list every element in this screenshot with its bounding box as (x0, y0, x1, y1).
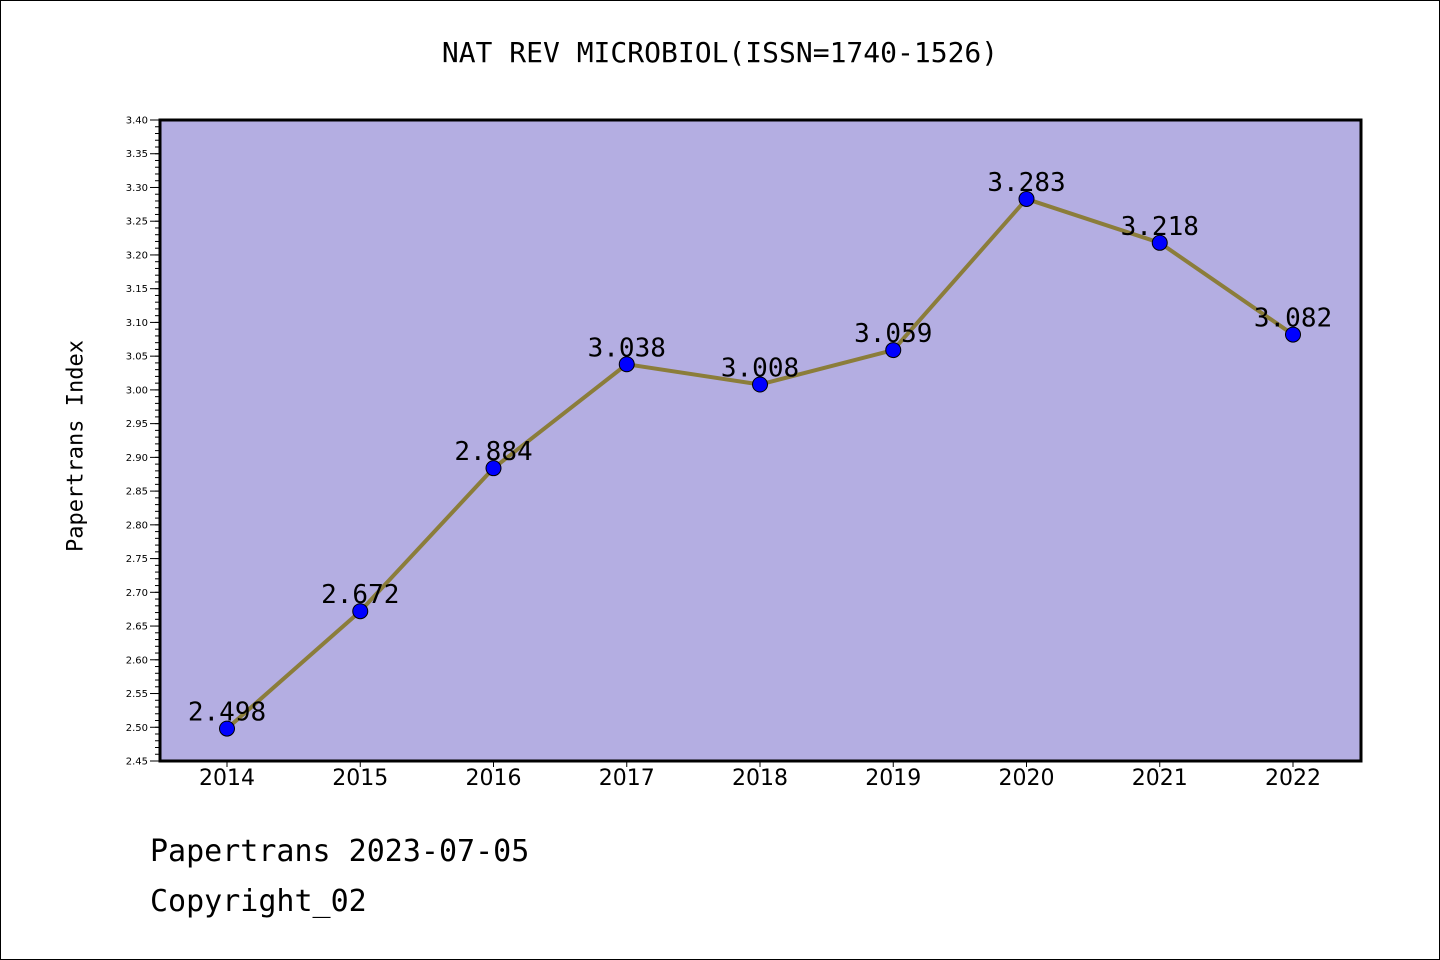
data-label: 3.008 (721, 353, 799, 383)
y-tick-label: 2.90 (126, 453, 148, 464)
data-point (752, 376, 768, 393)
data-label: 2.498 (188, 698, 266, 728)
data-point (885, 342, 902, 359)
plot-border (158, 118, 1363, 763)
y-tick-label: 3.35 (126, 149, 148, 160)
y-tick-label: 2.55 (126, 689, 148, 700)
chart-title: NAT REV MICROBIOL(ISSN=1740-1526) (441, 36, 999, 69)
y-tick-label: 3.20 (126, 250, 148, 261)
y-tick-label: 3.05 (126, 352, 148, 363)
x-tick-label: 2017 (599, 766, 655, 791)
x-tick-label: 2022 (1265, 766, 1321, 791)
y-tick-label: 3.15 (126, 284, 148, 295)
y-tick-label: 3.40 (126, 116, 148, 127)
data-label: 3.059 (854, 319, 932, 349)
data-point (618, 356, 635, 373)
footer-copyright: Copyright_02 (150, 884, 367, 919)
y-tick-label: 3.10 (126, 318, 148, 329)
y-tick-label: 2.50 (126, 723, 148, 734)
y-tick-label: 2.45 (126, 757, 148, 768)
footer-date: Papertrans 2023-07-05 (150, 834, 530, 869)
data-point (352, 603, 369, 620)
x-tick-label: 2020 (999, 766, 1055, 791)
x-tick-label: 2018 (732, 766, 788, 791)
y-tick-label: 2.75 (126, 554, 148, 565)
data-label: 3.082 (1254, 304, 1332, 334)
data-point (1018, 190, 1035, 207)
data-point (1285, 326, 1301, 343)
x-tick-label: 2014 (199, 766, 255, 791)
x-tick-label: 2021 (1132, 766, 1188, 791)
y-tick-label: 2.65 (126, 622, 148, 633)
data-point (219, 720, 235, 737)
data-label: 2.672 (321, 580, 399, 610)
data-label: 2.884 (454, 437, 532, 467)
y-tick-label: 2.95 (126, 419, 148, 430)
y-tick-label: 2.80 (126, 520, 148, 531)
y-tick-label: 3.30 (126, 183, 148, 194)
data-label: 3.218 (1121, 212, 1199, 242)
y-tick-label: 3.25 (126, 217, 148, 228)
y-tick-label: 2.85 (126, 487, 148, 498)
y-tick-label: 2.60 (126, 655, 148, 666)
x-tick-label: 2019 (865, 766, 921, 791)
data-label: 3.038 (588, 333, 666, 363)
data-point (1151, 234, 1168, 251)
data-label: 3.283 (987, 168, 1065, 198)
x-tick-label: 2016 (466, 766, 522, 791)
plot-area (160, 120, 1361, 761)
y-tick-label: 3.00 (126, 385, 148, 396)
x-tick-label: 2015 (332, 766, 388, 791)
y-tick-label: 2.70 (126, 588, 148, 599)
data-point (485, 460, 502, 477)
